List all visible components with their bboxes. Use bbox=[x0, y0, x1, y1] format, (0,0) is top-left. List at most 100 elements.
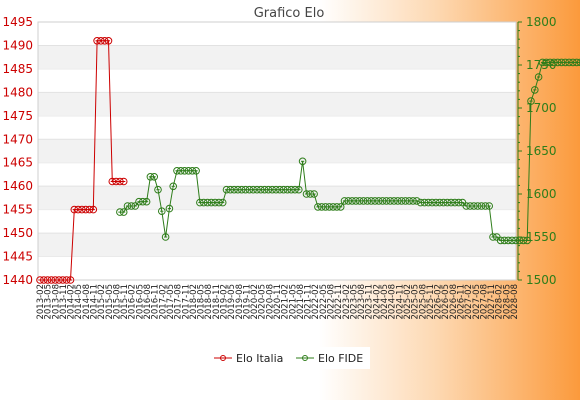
left-tick-label: 1445 bbox=[2, 250, 33, 264]
data-point[interactable] bbox=[161, 233, 170, 241]
x-tick-label: 2022-05 bbox=[319, 284, 329, 320]
legend-label-italia: Elo Italia bbox=[236, 352, 283, 365]
data-point[interactable] bbox=[119, 177, 128, 186]
x-tick-label: 2014-02 bbox=[67, 284, 77, 320]
legend-item-fide[interactable]: Elo FIDE bbox=[296, 352, 363, 365]
x-tick-label: 2017-08 bbox=[174, 284, 184, 320]
data-point[interactable] bbox=[576, 58, 580, 67]
series-elo-fide bbox=[116, 58, 580, 245]
x-tick-label: 2021-02 bbox=[281, 284, 291, 320]
x-tick-label: 2014-05 bbox=[74, 284, 84, 320]
x-tick-label: 2014-08 bbox=[82, 284, 92, 320]
grid-band bbox=[38, 92, 516, 116]
right-y-axis: 1500 1550 1600 1650 1700 1750 1800 bbox=[517, 15, 557, 287]
data-point[interactable] bbox=[119, 208, 128, 216]
x-tick-label: 2013-05 bbox=[44, 284, 54, 320]
left-tick-label: 1490 bbox=[2, 38, 33, 52]
x-tick-label: 2013-02 bbox=[36, 284, 46, 320]
x-tick-label: 2022-11 bbox=[334, 284, 344, 320]
data-point[interactable] bbox=[104, 37, 113, 45]
x-tick-label: 2023-05 bbox=[349, 284, 359, 320]
x-tick-label: 2021-08 bbox=[296, 284, 306, 320]
x-tick-label: 2017-11 bbox=[181, 284, 191, 320]
left-tick-label: 1485 bbox=[2, 62, 33, 76]
x-tick-label: 2018-05 bbox=[197, 284, 207, 320]
data-point[interactable] bbox=[527, 97, 535, 105]
grid-bands bbox=[37, 21, 517, 281]
data-point[interactable] bbox=[150, 173, 158, 181]
x-tick-label: 2016-08 bbox=[143, 284, 153, 320]
right-tick-label: 1700 bbox=[526, 101, 557, 115]
right-tick-label: 1650 bbox=[526, 144, 557, 158]
grid-band bbox=[38, 139, 516, 163]
x-tick-label: 2023-02 bbox=[342, 284, 352, 320]
data-point[interactable] bbox=[485, 202, 494, 210]
series-layer bbox=[36, 37, 580, 284]
data-point[interactable] bbox=[413, 197, 421, 205]
x-tick-label: 2020-08 bbox=[265, 284, 275, 320]
x-tick-label: 2016-11 bbox=[151, 284, 161, 320]
x-tick-label: 2027-11 bbox=[487, 284, 497, 320]
x-tick-label: 2018-11 bbox=[212, 284, 222, 320]
left-y-axis: 1440 1445 1450 1455 1460 1465 1470 1475 1480 1485… bbox=[2, 15, 33, 287]
x-tick-label: 2016-02 bbox=[128, 284, 138, 320]
data-point[interactable] bbox=[192, 167, 200, 175]
data-point[interactable] bbox=[158, 207, 166, 215]
right-tick-label: 1550 bbox=[526, 230, 557, 244]
x-tick-label: 2024-08 bbox=[388, 284, 398, 320]
data-point[interactable] bbox=[572, 58, 580, 67]
data-point[interactable] bbox=[218, 198, 227, 207]
legend-marker-italia bbox=[220, 355, 226, 361]
x-tick-label: 2026-08 bbox=[449, 284, 459, 320]
x-tick-label: 2017-02 bbox=[158, 284, 168, 320]
data-point[interactable] bbox=[298, 157, 307, 166]
x-tick-label: 2015-08 bbox=[112, 284, 122, 320]
x-tick-label: 2025-08 bbox=[418, 284, 428, 320]
data-point[interactable] bbox=[531, 86, 539, 94]
left-tick-label: 1450 bbox=[2, 226, 33, 240]
x-tick-label: 2022-02 bbox=[311, 284, 321, 320]
data-point[interactable] bbox=[154, 185, 162, 194]
data-point[interactable] bbox=[336, 203, 345, 211]
legend-item-italia[interactable]: Elo Italia bbox=[214, 352, 283, 365]
x-tick-label: 2019-11 bbox=[242, 284, 252, 320]
right-tick-label: 1600 bbox=[526, 187, 557, 201]
data-point[interactable] bbox=[169, 182, 177, 191]
data-point[interactable] bbox=[89, 205, 98, 214]
x-tick-label: 2013-08 bbox=[51, 284, 61, 320]
x-tick-label: 2026-11 bbox=[456, 284, 466, 320]
x-tick-label: 2028-05 bbox=[502, 284, 512, 320]
x-tick-label: 2015-02 bbox=[97, 284, 107, 320]
series-elo-italia bbox=[36, 37, 128, 284]
x-tick-label: 2023-08 bbox=[357, 284, 367, 320]
legend-marker-fide bbox=[302, 355, 308, 361]
data-point[interactable] bbox=[131, 202, 139, 210]
chart-title: Grafico Elo bbox=[254, 6, 325, 21]
x-tick-label: 2022-08 bbox=[327, 284, 337, 320]
x-tick-label: 2027-08 bbox=[479, 284, 489, 320]
left-tick-label: 1495 bbox=[2, 15, 33, 29]
data-point[interactable] bbox=[310, 190, 318, 198]
x-tick-label: 2024-02 bbox=[372, 284, 382, 320]
data-point[interactable] bbox=[66, 276, 75, 284]
legend: Elo Italia Elo FIDE bbox=[209, 347, 370, 369]
left-tick-label: 1465 bbox=[2, 156, 33, 170]
x-tick-label: 2025-11 bbox=[426, 284, 436, 320]
x-tick-label: 2015-05 bbox=[105, 284, 115, 320]
data-point[interactable] bbox=[295, 185, 303, 194]
data-point[interactable] bbox=[165, 204, 174, 213]
left-tick-label: 1470 bbox=[2, 132, 33, 146]
x-tick-label: 2025-02 bbox=[403, 284, 413, 320]
x-axis: 2013-022013-052013-082013-112014-022014-… bbox=[36, 284, 520, 320]
right-tick-label: 1750 bbox=[526, 58, 557, 72]
x-tick-label: 2021-05 bbox=[288, 284, 298, 320]
data-point[interactable] bbox=[142, 197, 151, 206]
x-tick-label: 2014-11 bbox=[90, 284, 100, 320]
plot-border bbox=[37, 21, 517, 281]
x-tick-label: 2025-05 bbox=[411, 284, 421, 320]
left-tick-label: 1475 bbox=[2, 109, 33, 123]
data-point[interactable] bbox=[523, 236, 532, 245]
data-point[interactable] bbox=[534, 73, 543, 81]
grid-band bbox=[38, 45, 516, 69]
